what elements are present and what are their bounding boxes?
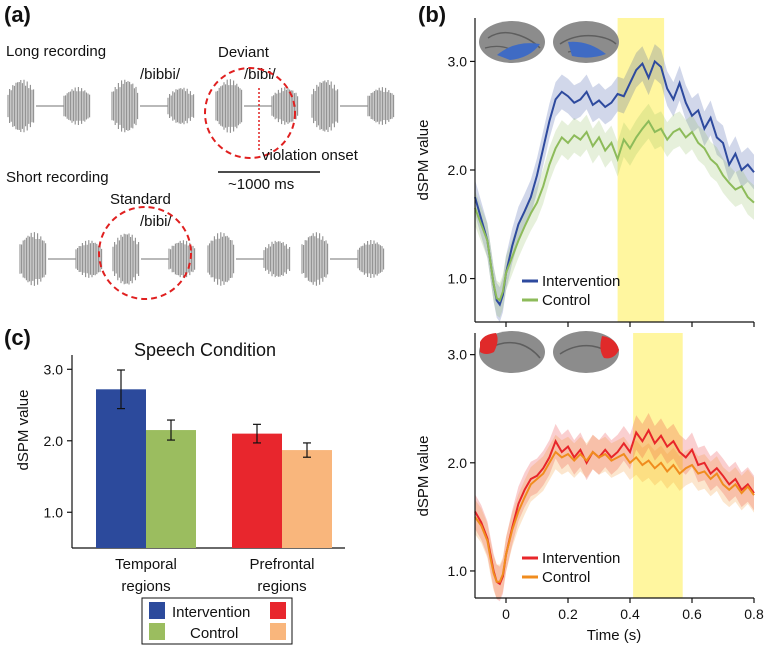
series-line-intervention [474,59,755,307]
legend-label-intervention: Intervention [542,550,620,567]
panel-c-letter: (c) [4,325,31,350]
long-recording-label: Long recording [6,43,106,60]
bar-plot: 1.0 2.0 3.0 Temporal regions Prefrontal region… [44,355,345,595]
bottom-y-axis-label: dSPM value [415,436,432,517]
waveform-burst [263,240,291,278]
deviant-circle [204,67,296,159]
waveform-burst [215,79,243,133]
panel-a: (a) Long recording Short recording /bibb… [4,2,395,300]
line-x-tick-label: 0.6 [682,606,702,622]
bar-chart-title: Speech Condition [134,340,276,360]
line-y-tick-label: 1.0 [448,563,468,579]
waveform-burst [19,232,47,286]
bar-intervention [232,433,282,548]
waveform-burst [207,232,235,286]
brain-left-prefrontal-icon [479,331,545,373]
legend-label-control: Control [542,292,590,309]
legend-swatch-control-prefrontal [270,623,286,640]
confidence-band-control [475,434,754,600]
deviant-label: Deviant [218,44,270,61]
legend-swatch-intervention-temporal [149,602,165,619]
waveform-burst [367,87,395,125]
waveforms [7,79,395,286]
short-recording-label: Short recording [6,169,109,186]
panel-a-letter: (a) [4,2,31,27]
significance-window [617,18,665,322]
temporal-line-plot: 1.0 2.0 3.0 Intervention Control [448,18,755,327]
line-x-tick-label: 0.2 [558,606,578,622]
bar-category-label: Prefrontal [249,556,314,573]
brain-icons-prefrontal [479,331,619,373]
bar-category-label: regions [121,578,170,595]
legend-label-intervention: Intervention [542,273,620,290]
line-y-tick-label: 2.0 [448,455,468,471]
waveform-burst [168,240,196,278]
waveform-burst [75,240,103,278]
confidence-band-intervention [475,413,754,602]
bar-control [146,430,196,548]
waveform-burst [7,79,35,133]
legend-box [141,597,293,645]
deviant-bibi-label: /bibi/ [244,66,277,83]
waveform-burst [112,233,140,285]
brain-left-temporal-icon [479,21,545,63]
waveform-burst [311,80,339,132]
legend-control-label: Control [190,625,238,642]
bar-category-label: regions [257,578,306,595]
violation-onset-label: violation onset [262,147,359,164]
series-line-control [474,119,755,302]
bar-y-tick-label: 2.0 [44,433,64,449]
confidence-band-intervention [475,44,754,322]
top-y-axis-label: dSPM value [415,120,432,201]
series-line-control [474,450,755,583]
prefrontal-line-plot: 1.0 2.0 3.0 0 0.2 0.4 0.6 0.8 Intervention Contro… [448,333,764,622]
bar-y-tick-label: 1.0 [44,504,64,520]
waveform-burst [63,87,91,125]
time-x-axis-label: Time (s) [587,627,641,644]
brain-icons-temporal [479,21,619,63]
panel-c: (c) Speech Condition dSPM value 1.0 2.0 3.… [4,325,345,645]
standard-circle [98,206,192,300]
bar-category-label: Temporal [115,556,177,573]
line-y-tick-label: 3.0 [448,53,468,69]
line-y-tick-label: 3.0 [448,347,468,363]
bar-control [282,450,332,548]
waveform-burst [357,240,385,278]
bar-y-axis-label: dSPM value [15,390,32,471]
bibbi-label: /bibbi/ [140,66,181,83]
waveform-burst [111,79,139,133]
standard-label: Standard [110,191,171,208]
brain-right-temporal-icon [553,21,619,63]
scale-bar-label: ~1000 ms [228,176,294,193]
brain-right-prefrontal-icon [553,331,619,373]
line-y-tick-label: 2.0 [448,162,468,178]
line-x-tick-label: 0 [502,606,510,622]
legend-swatch-control-temporal [149,623,165,640]
bar-intervention [96,389,146,548]
legend-swatch-intervention-prefrontal [270,602,286,619]
standard-bibi-label: /bibi/ [140,213,173,230]
waveform-burst [271,87,299,125]
legend-label-control: Control [542,569,590,586]
line-x-tick-label: 0.8 [744,606,764,622]
waveform-burst [167,87,195,125]
bar-y-tick-label: 3.0 [44,361,64,377]
waveform-burst [301,232,329,286]
panel-b: (b) dSPM value dSPM value 1.0 2.0 3.0 Inter… [415,2,764,644]
line-x-tick-label: 0.4 [620,606,640,622]
legend-intervention-label: Intervention [172,604,250,621]
line-y-tick-label: 1.0 [448,271,468,287]
bar-legend: Intervention Control [141,597,293,645]
panel-b-letter: (b) [418,2,446,27]
